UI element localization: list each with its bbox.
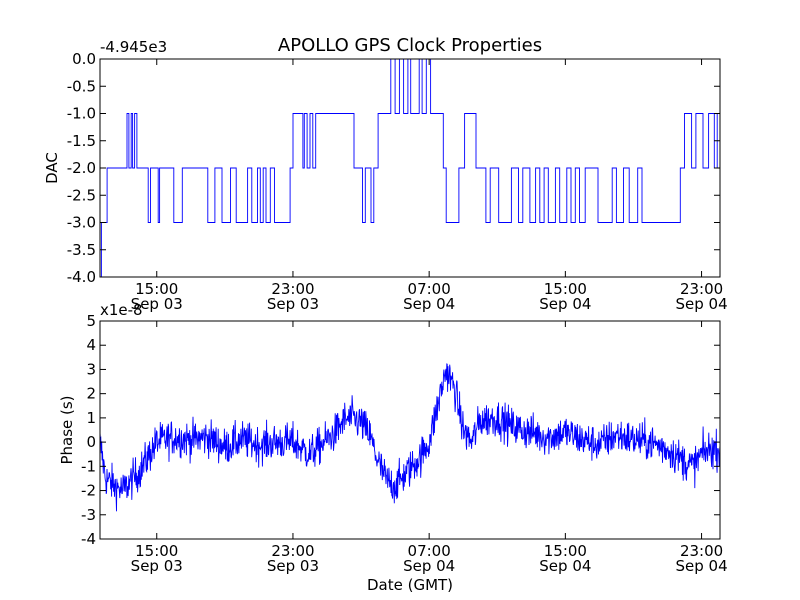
chart-title: APOLLO GPS Clock Properties xyxy=(278,35,542,56)
phase-series xyxy=(99,363,721,512)
y-tick-label: 0.0 xyxy=(72,50,96,68)
x-axis-label: Date (GMT) xyxy=(367,576,453,594)
x-tick-date-label: Sep 04 xyxy=(539,295,591,313)
y-tick-label: 3 xyxy=(86,360,96,378)
x-tick-time-label: 15:00 xyxy=(544,280,587,298)
dac-panel: 0.0 -0.5 -1.0 -1.5 -2.0 -2.5 -3.0 -3.5 -4.0 15:0… xyxy=(43,38,728,313)
y-tick-label: 1 xyxy=(86,409,96,427)
x-tick-date-label: Sep 04 xyxy=(539,557,591,575)
x-tick-time-label: 23:00 xyxy=(271,280,314,298)
y-tick-label: 0 xyxy=(86,433,96,451)
phase-offset-label: x1e-8 xyxy=(100,301,143,319)
x-tick-date-label: Sep 03 xyxy=(131,295,183,313)
y-tick-label: 4 xyxy=(86,336,96,354)
dac-offset-label: -4.945e3 xyxy=(100,38,167,56)
x-tick-time-label: 15:00 xyxy=(135,542,178,560)
dac-ylabel: DAC xyxy=(43,152,61,184)
x-tick-date-label: Sep 04 xyxy=(675,557,727,575)
y-tick-label: -3.0 xyxy=(67,214,96,232)
y-tick-label: 5 xyxy=(86,312,96,330)
x-tick-time-label: 23:00 xyxy=(271,542,314,560)
x-tick-time-label: 15:00 xyxy=(544,542,587,560)
y-tick-label: -1 xyxy=(81,457,96,475)
y-tick-label: -0.5 xyxy=(67,77,96,95)
y-tick-label: -1.5 xyxy=(67,132,96,150)
x-tick-time-label: 23:00 xyxy=(680,542,723,560)
y-tick-label: -3 xyxy=(81,506,96,524)
dac-series xyxy=(100,58,720,278)
y-tick-label: -3.5 xyxy=(67,241,96,259)
x-tick-date-label: Sep 03 xyxy=(267,295,319,313)
dac-line xyxy=(100,58,720,278)
x-tick-date-label: Sep 04 xyxy=(403,295,455,313)
y-tick-label: -2 xyxy=(81,482,96,500)
x-tick-date-label: Sep 03 xyxy=(131,557,183,575)
x-tick-time-label: 07:00 xyxy=(408,280,451,298)
x-tick-time-label: 23:00 xyxy=(680,280,723,298)
y-tick-label: -1.0 xyxy=(67,105,96,123)
y-tick-label: -2.5 xyxy=(67,186,96,204)
phase-ylabel: Phase (s) xyxy=(58,395,76,464)
x-tick-date-label: Sep 04 xyxy=(675,295,727,313)
x-tick-date-label: Sep 03 xyxy=(267,557,319,575)
y-tick-label: -4.0 xyxy=(67,268,96,286)
phase-axes-frame xyxy=(99,320,721,540)
x-tick-time-label: 07:00 xyxy=(408,542,451,560)
x-tick-date-label: Sep 04 xyxy=(403,557,455,575)
x-tick-time-label: 15:00 xyxy=(135,280,178,298)
phase-line xyxy=(99,363,721,512)
y-tick-label: -4 xyxy=(81,530,96,548)
dac-y-ticks: 0.0 -0.5 -1.0 -1.5 -2.0 -2.5 -3.0 -3.5 -4.0 xyxy=(67,50,720,286)
y-tick-label: -2.0 xyxy=(67,159,96,177)
phase-y-ticks: 5 4 3 2 1 0 -1 -2 -3 -4 xyxy=(81,312,720,548)
y-tick-label: 2 xyxy=(86,385,96,403)
